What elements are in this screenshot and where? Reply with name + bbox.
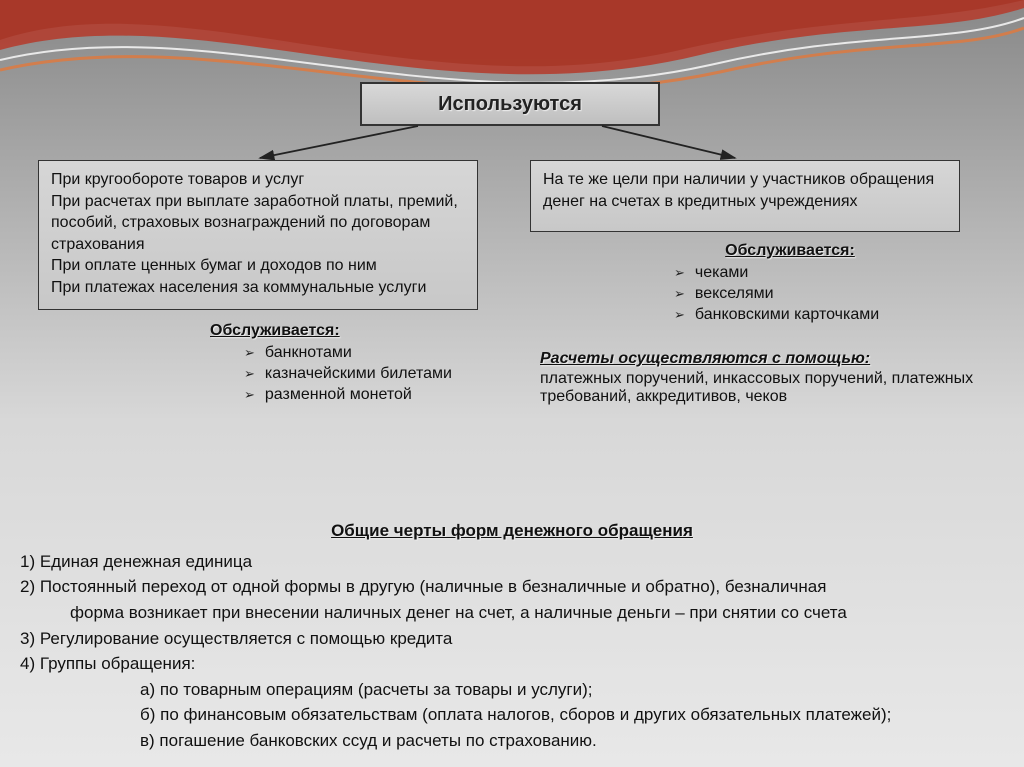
feature-line: форма возникает при внесении наличных де…	[20, 601, 1004, 626]
served-left-block: Обслуживается: банкнотами казначейскими …	[170, 322, 500, 407]
title-box: Используются	[360, 82, 660, 126]
left-usage-box: При кругообороте товаров и услуг При рас…	[38, 160, 478, 310]
right-usage-text: На те же цели при наличии у участников о…	[543, 171, 934, 210]
feature-line: 3) Регулирование осуществляется с помощь…	[20, 627, 1004, 652]
list-item: векселями	[674, 285, 980, 303]
served-left-heading: Обслуживается:	[170, 322, 500, 340]
calculations-block: Расчеты осуществляются с помощью: платеж…	[540, 350, 990, 406]
calc-body: платежных поручений, инкассовых поручени…	[540, 370, 990, 406]
served-right-block: Обслуживается: чеками векселями банковск…	[600, 242, 980, 327]
served-left-list: банкнотами казначейскими билетами размен…	[170, 344, 500, 404]
list-item: банкнотами	[244, 344, 500, 362]
feature-subline: а) по товарным операциям (расчеты за тов…	[20, 678, 1004, 703]
list-item: разменной монетой	[244, 386, 500, 404]
served-right-list: чеками векселями банковскими карточками	[600, 264, 980, 324]
left-usage-text: При кругообороте товаров и услуг При рас…	[51, 171, 458, 296]
feature-line: 4) Группы обращения:	[20, 652, 1004, 677]
list-item: чеками	[674, 264, 980, 282]
common-features-section: Общие черты форм денежного обращения 1) …	[20, 519, 1004, 755]
list-item: банковскими карточками	[674, 306, 980, 324]
feature-line: 1) Единая денежная единица	[20, 550, 1004, 575]
list-item: казначейскими билетами	[244, 365, 500, 383]
title-text: Используются	[438, 93, 582, 116]
calc-heading: Расчеты осуществляются с помощью:	[540, 350, 990, 368]
feature-line: 2) Постоянный переход от одной формы в д…	[20, 575, 1004, 600]
feature-subline: б) по финансовым обязательствам (оплата …	[20, 703, 1004, 728]
served-right-heading: Обслуживается:	[600, 242, 980, 260]
feature-subline: в) погашение банковских ссуд и расчеты п…	[20, 729, 1004, 754]
right-usage-box: На те же цели при наличии у участников о…	[530, 160, 960, 232]
bottom-title: Общие черты форм денежного обращения	[20, 519, 1004, 544]
